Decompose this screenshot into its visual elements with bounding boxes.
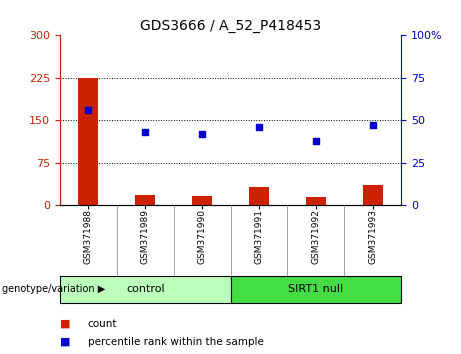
- Bar: [78, 78, 98, 205]
- Text: GSM371993: GSM371993: [368, 209, 377, 264]
- Text: GSM371991: GSM371991: [254, 209, 263, 264]
- Text: percentile rank within the sample: percentile rank within the sample: [88, 337, 264, 347]
- Bar: [192, 196, 212, 205]
- Bar: [363, 185, 383, 205]
- Text: SIRT1 null: SIRT1 null: [288, 284, 343, 295]
- Text: GSM371990: GSM371990: [198, 209, 207, 264]
- Point: [255, 124, 263, 130]
- Text: GSM371989: GSM371989: [141, 209, 150, 264]
- Bar: [60, 276, 230, 303]
- Bar: [230, 276, 401, 303]
- Bar: [306, 197, 326, 205]
- Point: [312, 138, 319, 144]
- Point: [85, 107, 92, 113]
- Text: genotype/variation ▶: genotype/variation ▶: [2, 284, 106, 295]
- Point: [198, 131, 206, 137]
- Text: control: control: [126, 284, 165, 295]
- Text: GSM371988: GSM371988: [84, 209, 93, 264]
- Text: ■: ■: [60, 319, 71, 329]
- Bar: [249, 187, 269, 205]
- Text: GSM371992: GSM371992: [311, 209, 320, 264]
- Bar: [135, 195, 155, 205]
- Text: ■: ■: [60, 337, 71, 347]
- Point: [142, 130, 149, 135]
- Title: GDS3666 / A_52_P418453: GDS3666 / A_52_P418453: [140, 19, 321, 33]
- Text: count: count: [88, 319, 117, 329]
- Point: [369, 122, 376, 128]
